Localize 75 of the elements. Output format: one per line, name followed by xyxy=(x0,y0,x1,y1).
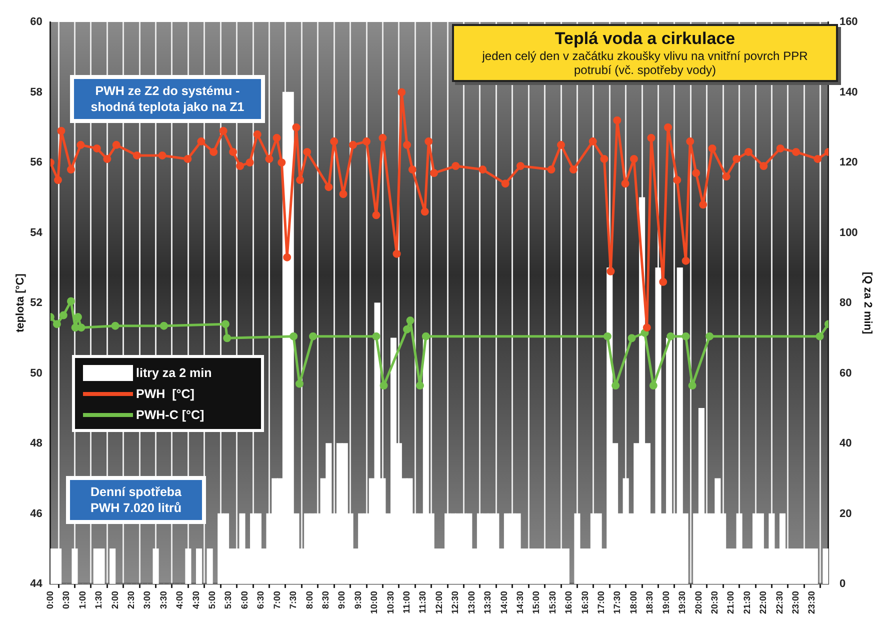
y2-tick-label: 140 xyxy=(839,86,858,98)
x-tick-label: 19:00 xyxy=(660,590,671,614)
x-tick-label: 3:00 xyxy=(142,590,152,609)
x-tick-label: 16:00 xyxy=(564,590,574,614)
x-tick-label: 13:30 xyxy=(482,590,493,614)
x-tick-label: 1:00 xyxy=(77,590,88,609)
x-tick-label: 13:00 xyxy=(466,590,476,614)
x-tick-label: 9:00 xyxy=(336,590,347,609)
y2-tick-label: 20 xyxy=(839,508,852,520)
x-tick-label: 14:30 xyxy=(514,590,525,614)
x-tick-label: 0:30 xyxy=(61,590,72,609)
x-tick-label: 15:00 xyxy=(531,590,542,614)
x-tick-label: 11:00 xyxy=(402,590,412,614)
y2-tick-label: 60 xyxy=(839,367,852,380)
y-tick-label: 48 xyxy=(30,438,42,450)
y2-tick-label: 40 xyxy=(839,438,852,450)
x-tick-label: 9:30 xyxy=(352,590,363,609)
x-tick-label: 11:30 xyxy=(418,590,428,614)
x-tick-label: 7:00 xyxy=(272,590,282,609)
x-tick-label: 3:30 xyxy=(158,590,168,609)
x-tick-label: 4:00 xyxy=(174,590,185,609)
x-tick-label: 2:00 xyxy=(110,590,120,609)
chart-title: Teplá voda a cirkulace xyxy=(554,29,736,49)
x-tick-label: 8:30 xyxy=(320,590,330,609)
y-tick-label: 58 xyxy=(30,86,42,98)
x-tick-label: 10:30 xyxy=(385,590,396,614)
x-tick-label: 14:00 xyxy=(498,590,509,614)
y-tick-label: 46 xyxy=(30,508,42,520)
x-tick-label: 6:00 xyxy=(239,590,250,609)
legend-label: litry za 2 min xyxy=(136,366,212,380)
x-tick-label: 5:30 xyxy=(223,590,234,609)
x-tick-label: 23:30 xyxy=(806,590,817,614)
x-tick-label: 10:00 xyxy=(369,590,380,614)
x-tick-label: 18:00 xyxy=(628,590,638,614)
note-box: Denní spotřeba PWH 7.020 litrů xyxy=(66,476,206,524)
y2-axis-title: [Q za 2 min] xyxy=(861,272,874,334)
x-tick-label: 5:00 xyxy=(207,590,218,609)
x-tick-label: 19:30 xyxy=(677,590,688,614)
x-tick-label: 23:00 xyxy=(790,590,801,614)
x-tick-label: 22:00 xyxy=(758,590,768,614)
y-tick-label: 56 xyxy=(30,156,42,169)
y2-tick-label: 80 xyxy=(839,297,852,310)
y-tick-label: 50 xyxy=(30,367,42,380)
x-tick-label: 20:30 xyxy=(709,590,720,614)
x-tick-label: 2:30 xyxy=(126,590,136,609)
x-tick-label: 18:30 xyxy=(644,590,655,614)
note-box: PWH ze Z2 do systému - shodná teplota jako na Z1 xyxy=(70,75,265,123)
y2-tick-label: 160 xyxy=(839,16,858,28)
x-tick-label: 15:30 xyxy=(547,590,558,614)
y2-tick-label: 0 xyxy=(839,578,846,590)
x-tick-label: 16:30 xyxy=(580,590,590,614)
x-tick-label: 8:00 xyxy=(304,590,314,609)
y2-tick-label: 100 xyxy=(839,226,858,239)
y-tick-label: 54 xyxy=(30,226,44,239)
x-tick-label: 0:00 xyxy=(44,590,55,609)
x-tick-label: 12:00 xyxy=(434,590,444,614)
legend-label: PWH [°C] xyxy=(136,386,194,400)
x-tick-label: 1:30 xyxy=(94,590,104,609)
y-tick-label: 52 xyxy=(30,297,42,310)
y-tick-label: 60 xyxy=(30,16,42,28)
x-tick-label: 17:00 xyxy=(596,590,606,614)
x-tick-label: 21:00 xyxy=(726,590,736,614)
x-tick-label: 6:30 xyxy=(256,590,266,609)
x-tick-label: 20:00 xyxy=(693,590,704,614)
legend-label: PWH-C [°C] xyxy=(136,408,204,422)
x-tick-label: 17:30 xyxy=(612,590,622,614)
x-tick-label: 21:30 xyxy=(742,590,752,614)
title-box: Teplá voda a cirkulace jeden celý den v začátku zkoušky vlivu na vnitřní povrch PPR potrubí (vč. spotřeby vody) xyxy=(452,24,838,82)
y-tick-label: 44 xyxy=(30,578,44,590)
x-tick-label: 7:30 xyxy=(288,590,298,609)
x-tick-label: 22:30 xyxy=(774,590,784,614)
x-tick-label: 4:30 xyxy=(190,590,201,609)
y2-tick-label: 120 xyxy=(839,156,858,169)
y-axis-title: teplota [°C] xyxy=(14,273,27,332)
x-tick-label: 12:30 xyxy=(450,590,460,614)
